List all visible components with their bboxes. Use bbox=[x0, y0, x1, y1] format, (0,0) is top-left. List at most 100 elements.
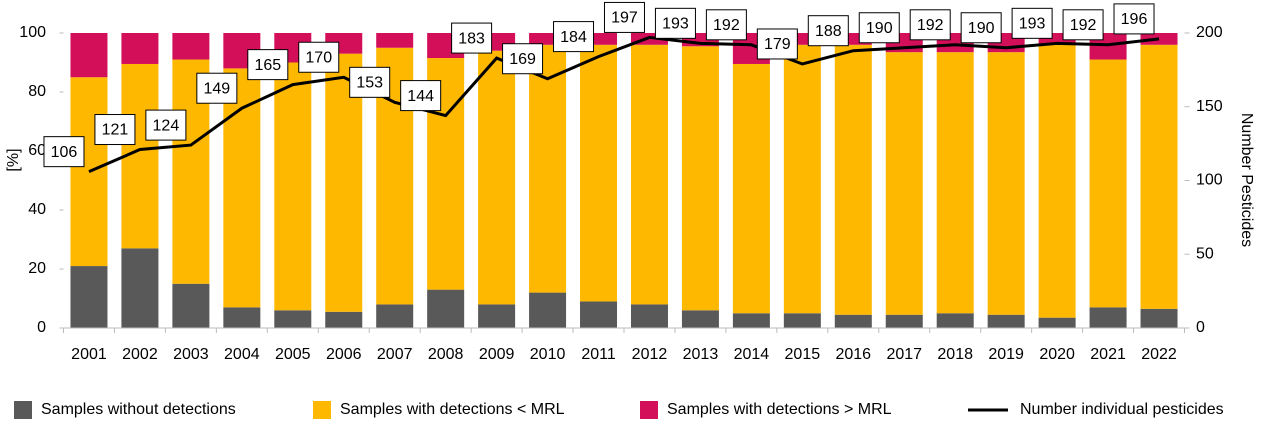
bar-segment bbox=[834, 314, 872, 328]
bar-segment bbox=[325, 311, 363, 328]
data-label: 153 bbox=[356, 75, 383, 92]
data-label-box bbox=[1113, 3, 1155, 35]
line bbox=[88, 35, 1160, 174]
bar-segment bbox=[70, 33, 108, 78]
bar-segment bbox=[936, 313, 974, 328]
legend-label: Samples without detections bbox=[41, 401, 236, 418]
x-tick-label: 2006 bbox=[326, 346, 362, 363]
x-tick-label: 2003 bbox=[173, 346, 209, 363]
y2-tick-label: 100 bbox=[1196, 172, 1223, 189]
bar-segment bbox=[1038, 317, 1076, 328]
data-label: 188 bbox=[815, 23, 842, 40]
y2-axis-title: Number Pesticides bbox=[1238, 113, 1255, 247]
bar-segment bbox=[478, 50, 516, 305]
y-tick-label: 40 bbox=[28, 201, 46, 218]
legend-label: Samples with detections < MRL bbox=[340, 401, 565, 418]
bar-segment bbox=[121, 33, 159, 64]
bar-segment bbox=[783, 33, 821, 45]
bar-segment bbox=[1089, 59, 1127, 308]
data-label: 184 bbox=[560, 29, 587, 46]
data-label: 121 bbox=[102, 122, 129, 139]
legend-swatch bbox=[640, 401, 658, 419]
y2-tick-label: 150 bbox=[1196, 98, 1223, 115]
x-tick-label: 2020 bbox=[1039, 346, 1075, 363]
bar-segment bbox=[834, 33, 872, 45]
data-label: 170 bbox=[305, 49, 332, 66]
bar-segment bbox=[630, 44, 668, 305]
x-tick-label: 2015 bbox=[785, 346, 821, 363]
bar-segment bbox=[223, 307, 261, 328]
data-label: 183 bbox=[458, 30, 485, 47]
bar-segment bbox=[936, 52, 974, 314]
bar-segment bbox=[172, 33, 210, 60]
data-label-box bbox=[145, 109, 187, 141]
bar-segment bbox=[732, 63, 770, 314]
bar-segment bbox=[783, 44, 821, 314]
y-tick-label: 100 bbox=[19, 24, 46, 41]
x-tick-label: 2018 bbox=[937, 346, 973, 363]
bar-segment bbox=[274, 62, 312, 311]
data-label: 165 bbox=[254, 57, 281, 74]
bar-segment bbox=[783, 313, 821, 328]
x-tick-label: 2005 bbox=[275, 346, 311, 363]
y-axis-title: [%] bbox=[5, 148, 22, 171]
bar-segment bbox=[478, 304, 516, 328]
data-label-box bbox=[196, 72, 238, 104]
data-label: 193 bbox=[662, 16, 689, 33]
bar-segment bbox=[121, 248, 159, 328]
bar-segment bbox=[1140, 308, 1178, 328]
x-tick-label: 2022 bbox=[1141, 346, 1177, 363]
data-label-box bbox=[807, 15, 849, 47]
bar-segment bbox=[376, 33, 414, 48]
data-label-box bbox=[960, 12, 1002, 44]
x-tick-label: 2008 bbox=[428, 346, 464, 363]
bar-segment bbox=[834, 44, 872, 315]
bar-segment bbox=[529, 292, 567, 328]
bar-segment bbox=[1038, 33, 1076, 45]
x-tick-label: 2010 bbox=[530, 346, 566, 363]
x-tick-label: 2011 bbox=[581, 346, 616, 363]
data-label: 179 bbox=[764, 36, 791, 53]
bar-segment bbox=[376, 304, 414, 328]
bar-segment bbox=[1089, 307, 1127, 328]
bar-segment bbox=[580, 33, 618, 45]
x-tick-label: 2001 bbox=[71, 346, 107, 363]
data-label-box bbox=[909, 9, 951, 41]
y-tick-label: 60 bbox=[28, 142, 46, 159]
bar-segment bbox=[732, 313, 770, 328]
bar-segment bbox=[172, 283, 210, 328]
x-tick-label: 2013 bbox=[683, 346, 719, 363]
data-label-box bbox=[756, 28, 798, 60]
legend-swatch bbox=[313, 401, 331, 419]
data-label-box bbox=[553, 21, 595, 53]
bar-segment bbox=[529, 33, 567, 45]
y2-tick-label: 200 bbox=[1196, 24, 1223, 41]
x-tick-label: 2021 bbox=[1090, 346, 1126, 363]
data-label: 197 bbox=[611, 10, 638, 27]
bar-segment bbox=[681, 310, 719, 328]
x-tick-label: 2016 bbox=[835, 346, 871, 363]
data-label-box bbox=[502, 43, 544, 75]
data-label-box bbox=[349, 66, 391, 98]
data-label: 192 bbox=[1070, 17, 1097, 34]
x-tick-label: 2019 bbox=[988, 346, 1024, 363]
x-tick-label: 2014 bbox=[734, 346, 770, 363]
bar-segment bbox=[987, 314, 1025, 328]
bar-segment bbox=[427, 289, 465, 328]
data-label: 149 bbox=[203, 80, 230, 97]
bar-segment bbox=[70, 266, 108, 328]
data-label: 193 bbox=[1019, 16, 1046, 33]
bar-segment bbox=[580, 301, 618, 328]
bar-segment bbox=[223, 68, 261, 308]
x-tick-label: 2009 bbox=[479, 346, 515, 363]
y-tick-label: 80 bbox=[28, 83, 46, 100]
x-tick-label: 2007 bbox=[377, 346, 413, 363]
y2-tick-label: 0 bbox=[1196, 319, 1205, 336]
data-label-box bbox=[858, 12, 900, 44]
legend-label: Samples with detections > MRL bbox=[667, 401, 892, 418]
x-tick-label: 2002 bbox=[122, 346, 158, 363]
bar-segment bbox=[580, 44, 618, 302]
data-label: 124 bbox=[153, 117, 180, 134]
data-label: 192 bbox=[917, 17, 944, 34]
